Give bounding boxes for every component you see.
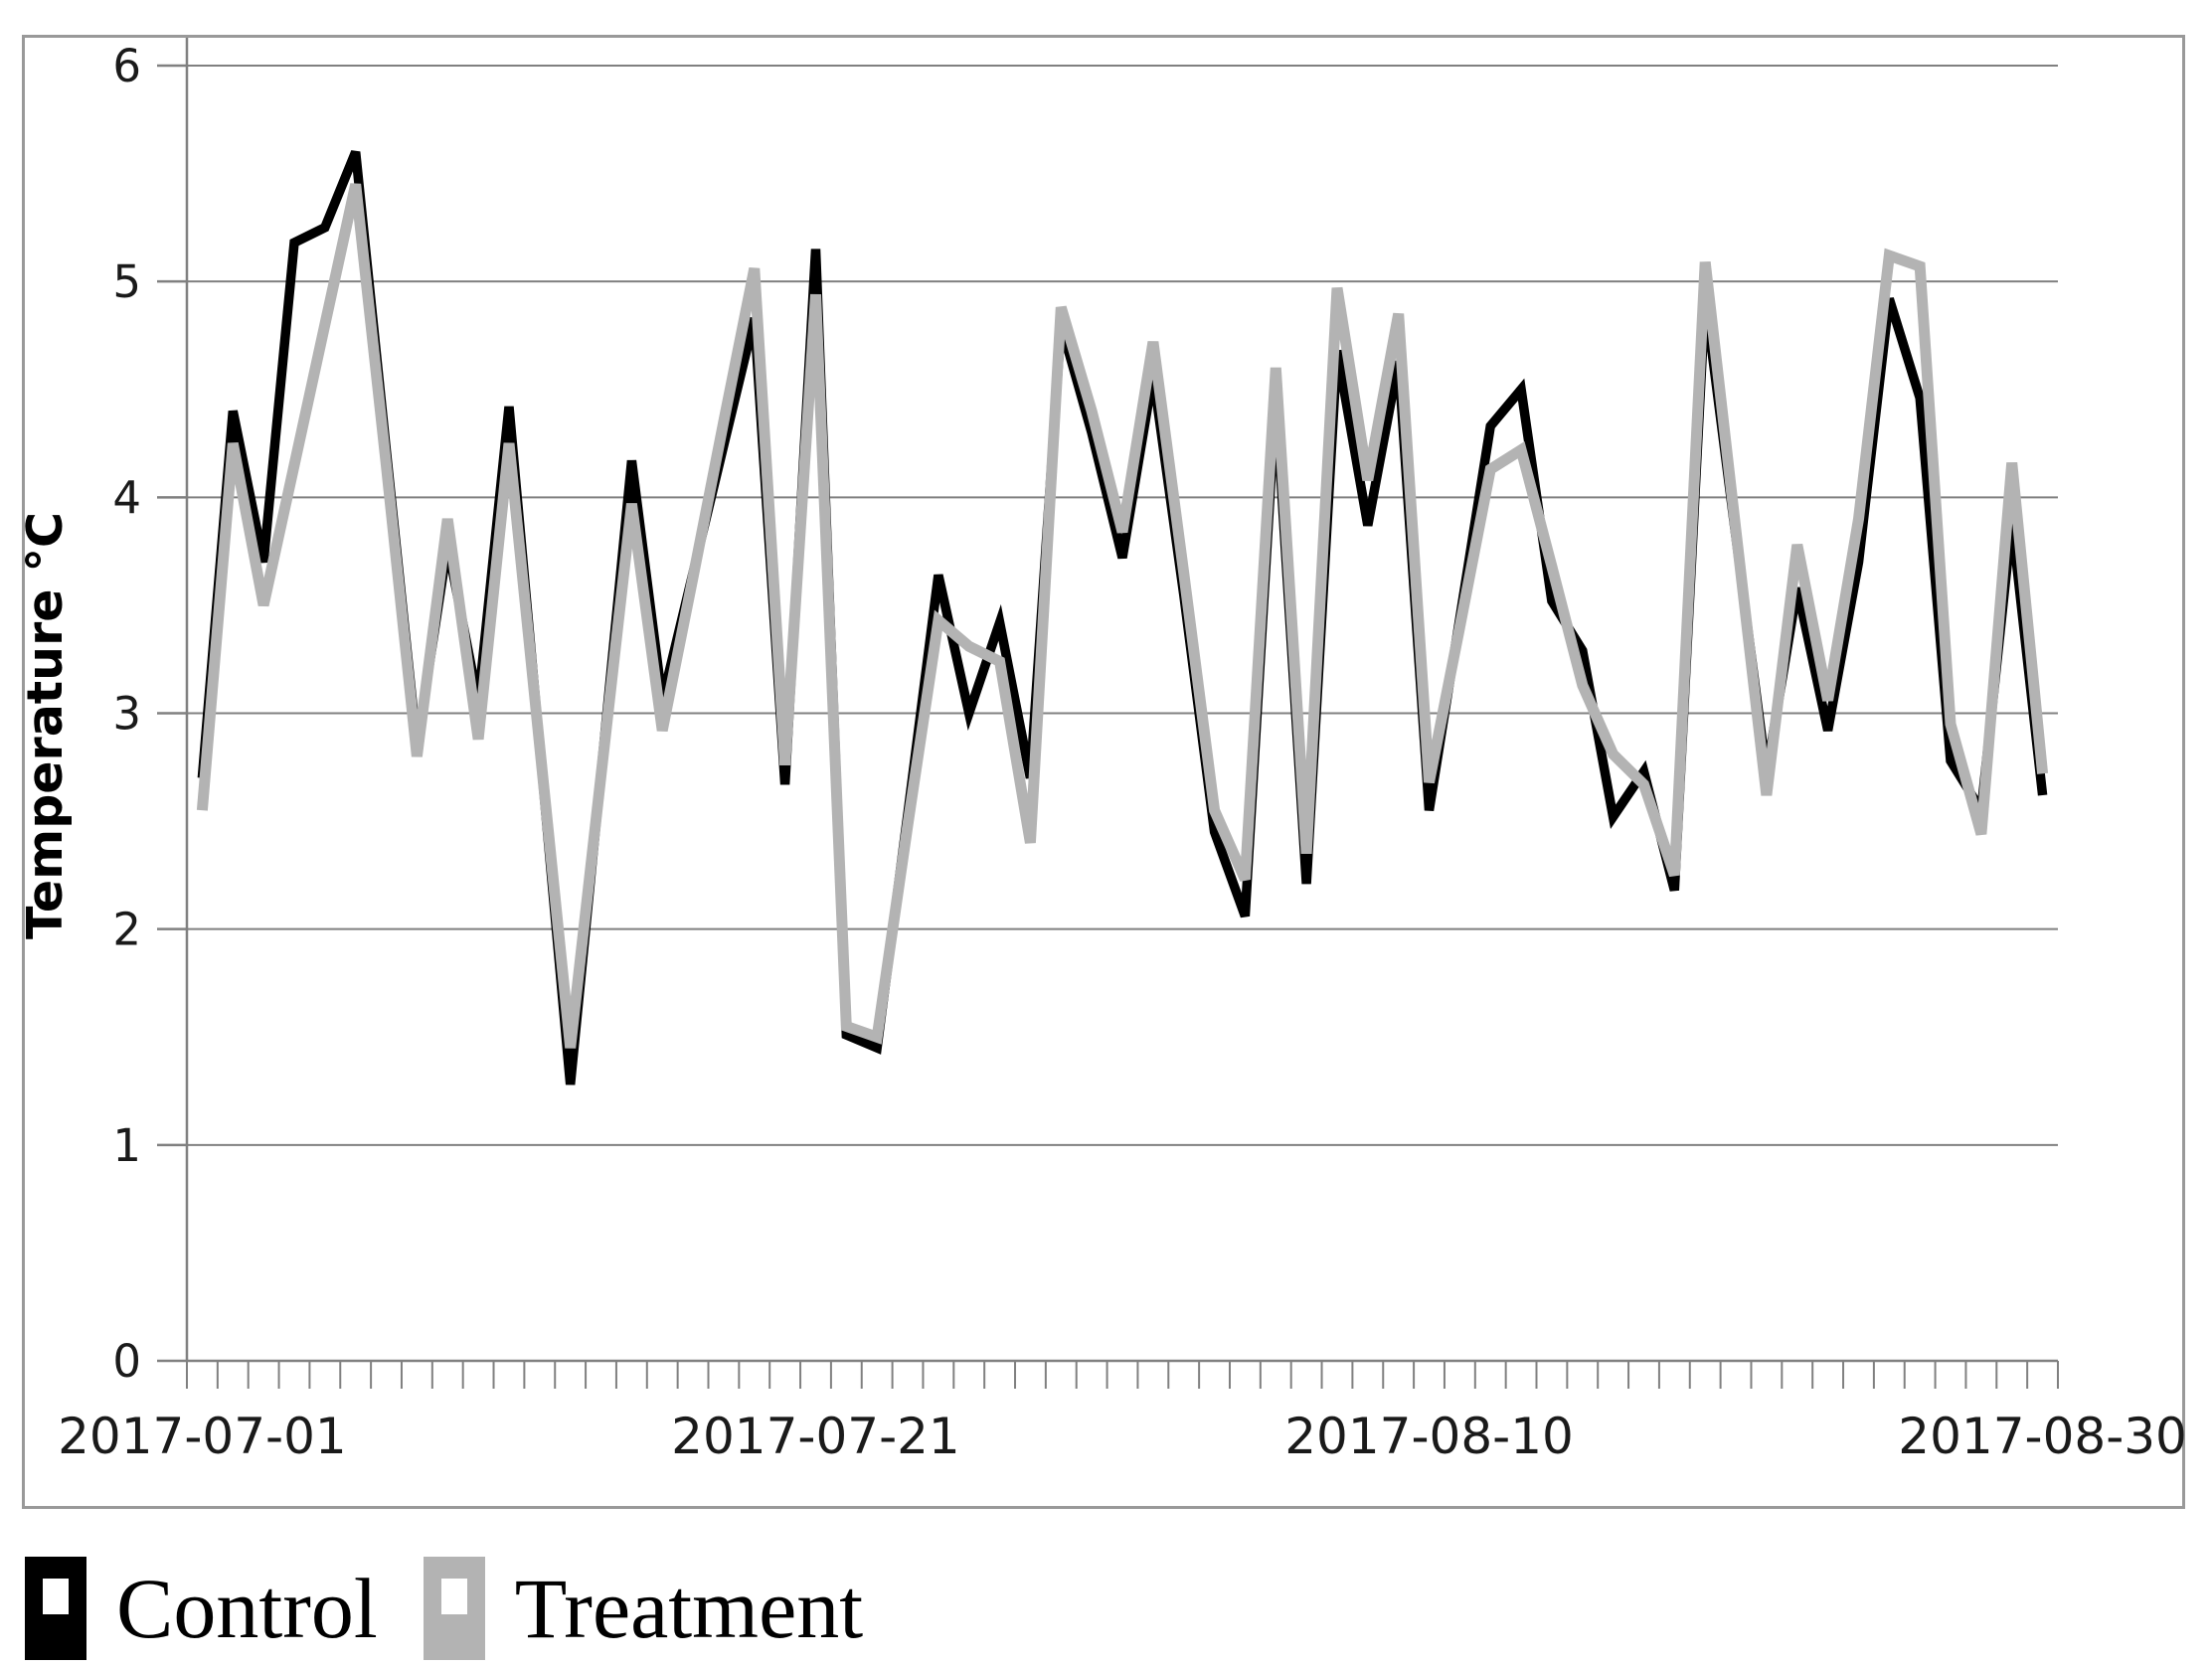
treatment-series-marker-icon (423, 1557, 485, 1660)
legend-item-treatment: Treatment (423, 1557, 864, 1660)
svg-text:3: 3 (112, 688, 141, 741)
axes (157, 38, 2059, 1389)
series-line-treatment (196, 183, 2049, 1049)
svg-text:5: 5 (112, 255, 141, 308)
svg-text:1: 1 (112, 1119, 141, 1172)
svg-text:2017-08-10: 2017-08-10 (1284, 1408, 1574, 1465)
data-series (196, 150, 2049, 1085)
gridlines (187, 65, 2058, 1146)
svg-text:2: 2 (112, 904, 141, 956)
svg-text:2017-07-01: 2017-07-01 (58, 1408, 347, 1465)
svg-text:2017-08-30: 2017-08-30 (1898, 1408, 2187, 1465)
svg-text:2017-07-21: 2017-07-21 (671, 1408, 960, 1465)
figure-border (22, 35, 2185, 1509)
x-axis-tick-labels: 2017-07-01 2017-07-21 2017-08-10 2017-08-30 (58, 1408, 2187, 1465)
control-series-marker-icon (25, 1557, 86, 1660)
legend-label-treatment: Treatment (514, 1561, 864, 1656)
legend-label-control: Control (116, 1561, 378, 1656)
legend: Control Treatment (25, 1557, 863, 1660)
svg-text:0: 0 (112, 1335, 141, 1388)
y-axis-tick-labels: 0 1 2 3 4 5 6 (112, 40, 141, 1388)
y-axis-title: Temperature °C (17, 512, 74, 939)
svg-text:6: 6 (112, 40, 141, 92)
svg-text:4: 4 (112, 471, 141, 524)
series-line-control (197, 150, 2048, 1085)
legend-item-control: Control (25, 1557, 378, 1660)
